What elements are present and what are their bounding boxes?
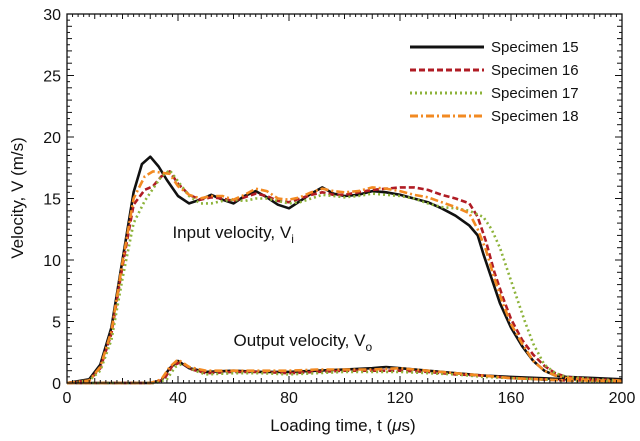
series-line-specimen-17-input — [66, 168, 623, 385]
major-ticks — [66, 13, 623, 384]
legend-label-specimen-16: Specimen 16 — [491, 62, 579, 79]
legend-label-specimen-15: Specimen 15 — [491, 39, 579, 56]
tick-labels: 0 40 80 120 160 200 0 5 10 15 20 25 30 — [43, 7, 635, 407]
x-tick-label: 160 — [498, 390, 525, 407]
y-tick-label: 20 — [43, 130, 61, 147]
annotation-output-velocity: Output velocity, Vo — [234, 331, 373, 354]
y-tick-label: 30 — [43, 7, 61, 24]
x-tick-label: 200 — [609, 390, 636, 407]
legend-entry-specimen-15: Specimen 15 — [410, 39, 579, 56]
series-line-specimen-15-input — [66, 155, 623, 385]
series-line-specimen-18-input — [66, 170, 622, 385]
series-line-specimen-18-output — [67, 358, 623, 385]
x-tick-label: 40 — [169, 390, 187, 407]
series-line-specimen-16-input — [66, 170, 623, 385]
y-axis-title: Velocity, V (m/s) — [8, 137, 27, 259]
y-tick-label: 15 — [43, 192, 61, 209]
y-tick-label: 5 — [52, 315, 61, 332]
legend-entry-specimen-18: Specimen 18 — [410, 108, 579, 125]
x-tick-label: 80 — [280, 390, 298, 407]
annotation-input-velocity: Input velocity, Vi — [172, 223, 293, 246]
y-tick-label: 0 — [52, 376, 61, 393]
y-tick-label: 10 — [43, 253, 61, 270]
legend: Specimen 15 Specimen 16 Specimen 17 Spec… — [410, 39, 579, 125]
legend-entry-specimen-17: Specimen 17 — [410, 85, 579, 102]
legend-label-specimen-17: Specimen 17 — [491, 85, 579, 102]
legend-entry-specimen-16: Specimen 16 — [410, 62, 579, 79]
y-tick-label: 25 — [43, 69, 61, 86]
x-tick-label: 0 — [63, 390, 72, 407]
x-tick-label: 120 — [387, 390, 414, 407]
legend-label-specimen-18: Specimen 18 — [491, 108, 579, 125]
minor-ticks — [67, 14, 622, 383]
x-axis-title: Loading time, t (μs) — [270, 416, 415, 435]
series-layer — [66, 155, 623, 385]
